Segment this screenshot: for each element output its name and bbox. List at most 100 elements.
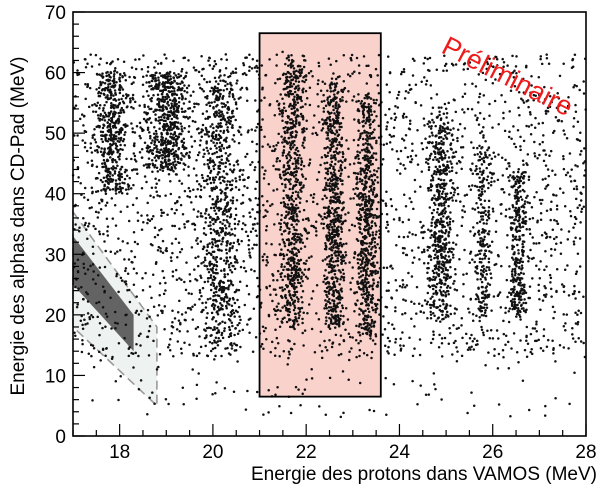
data-point — [116, 250, 119, 253]
data-point — [351, 72, 354, 75]
data-point — [150, 151, 154, 155]
data-point — [286, 262, 289, 265]
data-point — [289, 264, 292, 267]
data-point — [117, 111, 120, 115]
data-point — [352, 162, 356, 165]
data-point — [175, 144, 178, 147]
data-point — [279, 93, 282, 96]
data-point — [177, 72, 180, 76]
data-point — [285, 253, 289, 256]
data-point — [254, 187, 257, 191]
data-point — [192, 90, 195, 93]
data-point — [148, 145, 151, 149]
data-point — [386, 350, 389, 353]
data-point — [249, 256, 252, 259]
data-point — [294, 103, 297, 107]
data-point — [297, 166, 300, 170]
data-point — [178, 96, 181, 100]
data-point — [280, 182, 284, 186]
data-point — [293, 111, 296, 114]
data-point — [543, 231, 547, 234]
data-point — [140, 156, 144, 159]
data-point — [437, 345, 441, 349]
data-point — [238, 175, 241, 179]
data-point — [211, 92, 215, 96]
data-point — [228, 328, 232, 332]
data-point — [290, 112, 294, 115]
data-point — [522, 139, 526, 143]
data-point — [421, 236, 425, 240]
data-point — [221, 105, 224, 109]
data-point — [477, 73, 481, 76]
data-point — [186, 219, 190, 223]
data-point — [223, 73, 226, 77]
data-point — [217, 111, 221, 115]
data-point — [110, 158, 114, 162]
data-point — [165, 124, 168, 128]
data-point — [517, 90, 521, 94]
data-point — [227, 266, 231, 269]
data-point — [220, 110, 224, 114]
data-point — [223, 224, 227, 227]
data-point — [172, 354, 175, 358]
data-point — [103, 161, 106, 164]
data-point — [296, 158, 299, 162]
data-point — [562, 167, 566, 171]
data-point — [297, 316, 301, 320]
data-point — [143, 111, 146, 114]
data-point — [225, 173, 229, 176]
data-point — [376, 74, 379, 77]
data-point — [229, 72, 233, 75]
data-point — [161, 113, 165, 117]
data-point — [560, 228, 563, 231]
data-point — [358, 136, 362, 140]
data-point — [381, 199, 385, 203]
data-point — [295, 214, 299, 218]
data-point — [74, 223, 77, 226]
data-point — [253, 217, 257, 220]
data-point — [97, 146, 101, 149]
data-point — [294, 285, 298, 289]
data-point — [290, 206, 294, 209]
data-point — [296, 206, 300, 210]
data-point — [414, 101, 417, 105]
data-point — [178, 277, 181, 280]
data-point — [253, 269, 256, 273]
data-point — [146, 218, 150, 221]
data-point — [231, 324, 234, 328]
data-point — [282, 106, 286, 110]
data-point — [119, 73, 122, 76]
data-point — [233, 267, 237, 271]
data-point — [532, 93, 536, 97]
data-point — [105, 100, 108, 104]
data-point — [385, 83, 389, 86]
data-point — [565, 313, 569, 316]
data-point — [245, 99, 249, 102]
data-point — [284, 216, 287, 219]
data-point — [183, 84, 186, 87]
data-point — [205, 146, 208, 150]
data-point — [374, 224, 378, 227]
data-point — [119, 108, 122, 112]
data-point — [226, 111, 229, 115]
data-point — [231, 179, 234, 182]
data-point — [317, 79, 320, 82]
data-point — [221, 222, 224, 225]
data-point — [197, 132, 201, 135]
data-point — [124, 130, 127, 134]
data-point — [159, 250, 163, 253]
data-point — [126, 205, 129, 208]
data-point — [282, 257, 285, 261]
data-point — [443, 102, 447, 106]
data-point — [124, 79, 128, 82]
data-point — [302, 186, 305, 189]
data-point — [543, 85, 546, 89]
data-point — [582, 80, 585, 83]
data-point — [224, 205, 228, 208]
data-point — [456, 192, 460, 196]
data-point — [109, 250, 113, 254]
data-point — [231, 308, 235, 312]
data-point — [85, 149, 89, 153]
data-point — [248, 331, 251, 335]
